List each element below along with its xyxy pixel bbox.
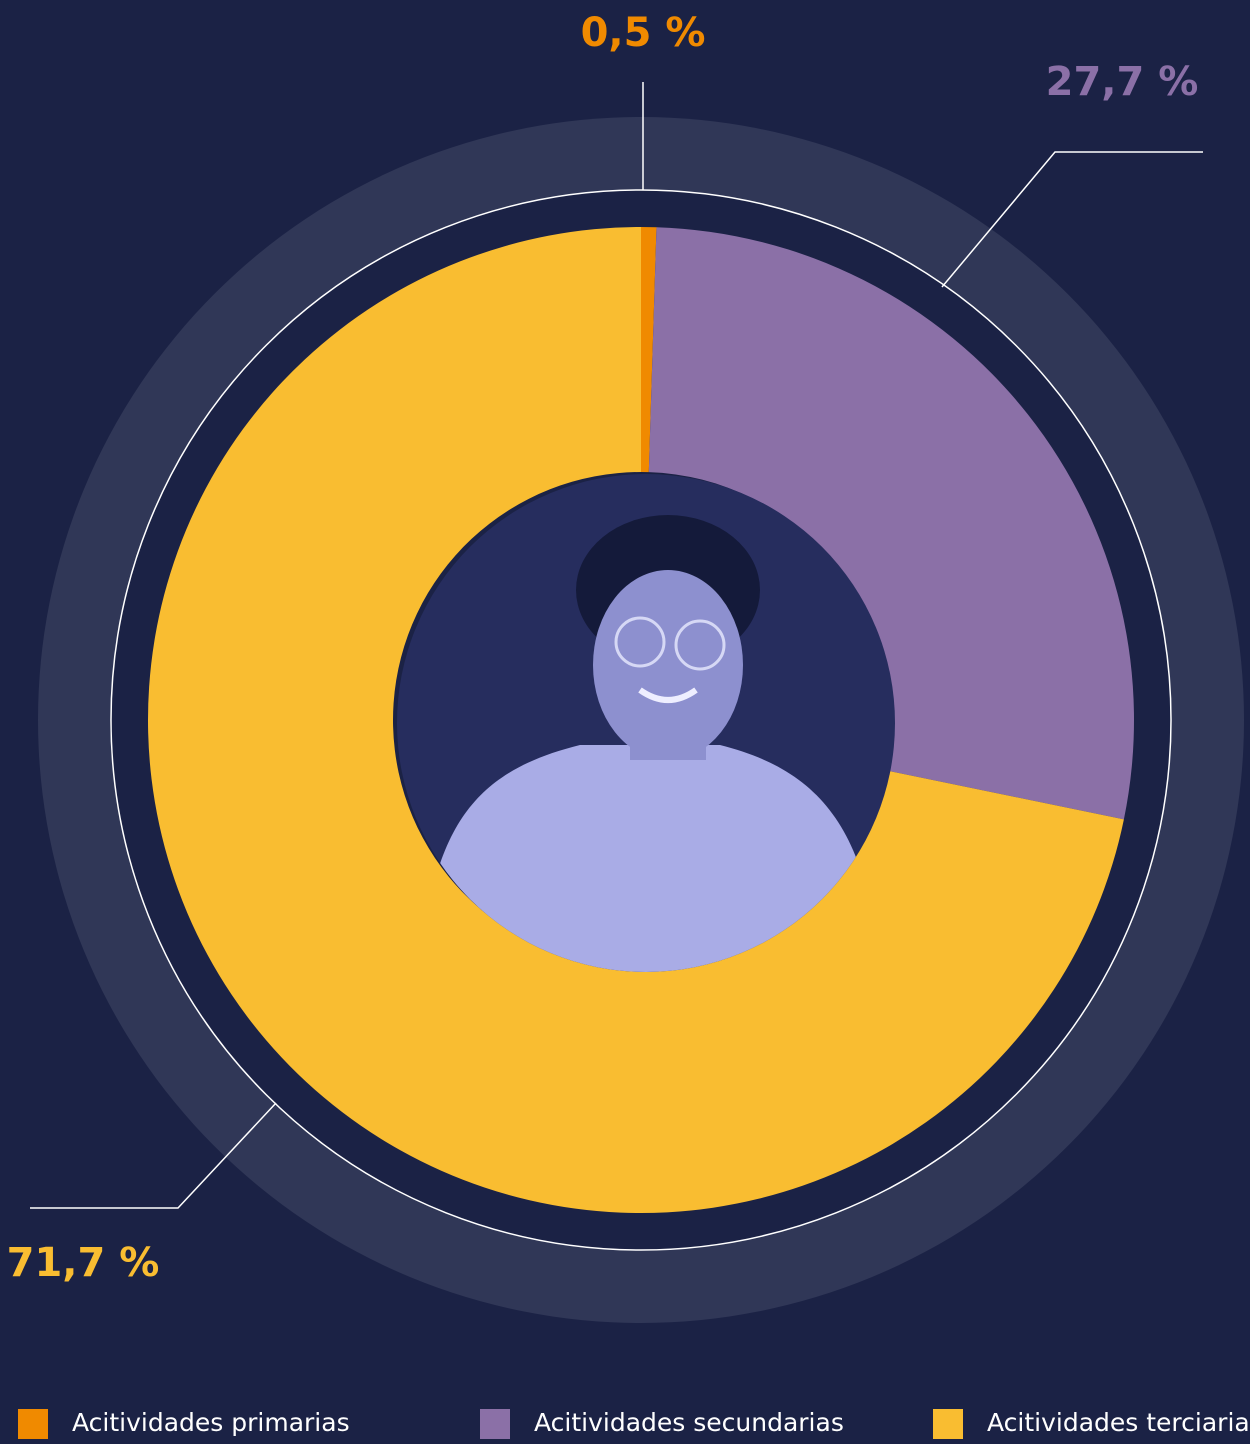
chart: 0,5 % 27,7 % 71,7 % Acitividades primarias A… xyxy=(0,0,1250,1444)
legend-label: Acitividades secundarias xyxy=(534,1408,844,1437)
legend-swatch xyxy=(18,1409,48,1439)
legend-swatch xyxy=(933,1409,963,1439)
page: {"chart_data": {"type": "pie", "categori… xyxy=(0,0,1250,1444)
value-label: 27,7 % xyxy=(1046,59,1199,105)
portrait-neck xyxy=(630,720,706,760)
value-label: 71,7 % xyxy=(7,1240,160,1286)
legend-label: Acitividades primarias xyxy=(72,1408,350,1437)
value-label: 0,5 % xyxy=(581,10,706,56)
legend-label: Acitividades terciarias xyxy=(987,1408,1250,1437)
legend-swatch xyxy=(480,1409,510,1439)
